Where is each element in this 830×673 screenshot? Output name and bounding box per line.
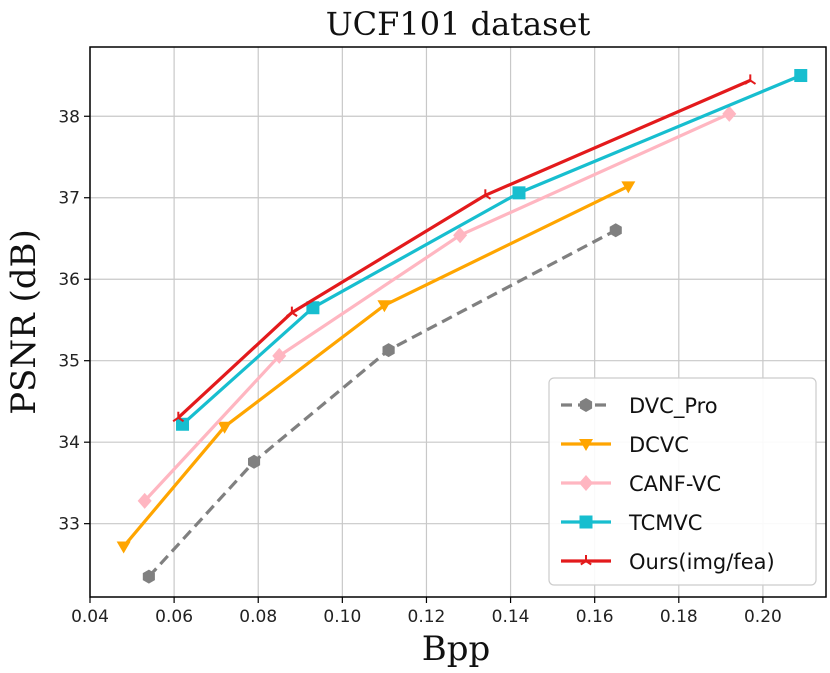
legend: DVC_Pro DCVC CANF-VC TCMVC Ours(img/fea) (548, 377, 817, 586)
legend-item: TCMVC (561, 511, 702, 535)
data-point (377, 300, 392, 313)
legend-label: Ours(img/fea) (629, 550, 775, 574)
data-point (306, 301, 320, 315)
data-point (744, 74, 757, 85)
data-point (621, 181, 636, 194)
data-point (479, 189, 492, 200)
x-tick-label: 0.04 (71, 607, 109, 627)
x-tick-label: 0.12 (408, 607, 446, 627)
data-point (176, 417, 190, 431)
legend-marker (579, 398, 593, 412)
series-line (143, 112, 730, 502)
y-tick-label: 38 (58, 107, 80, 127)
series-4 (172, 74, 757, 423)
series-line (177, 78, 751, 419)
data-point (382, 343, 395, 358)
series-line (122, 184, 630, 548)
legend-label: CANF-VC (629, 472, 721, 496)
y-tick-label: 35 (58, 352, 80, 372)
data-point (453, 227, 468, 244)
x-tick-label: 0.08 (239, 607, 277, 627)
x-tick-label: 0.18 (660, 607, 698, 627)
data-point (137, 492, 152, 509)
legend-item: Ours(img/fea) (561, 550, 775, 574)
legend-marker (579, 475, 593, 491)
data-point (142, 569, 155, 584)
data-point (272, 347, 287, 364)
ticks: 0.04 0.06 0.08 0.10 0.12 0.14 0.16 0.18 0.20 33 34… (58, 107, 781, 627)
y-tick-label: 37 (58, 189, 80, 209)
y-tick-label: 36 (58, 270, 80, 290)
legend-marker (579, 515, 593, 529)
x-axis-title: Bpp (422, 629, 491, 669)
data-point (286, 306, 298, 317)
x-tick-label: 0.16 (576, 607, 614, 627)
legend-box (548, 377, 817, 586)
data-point (722, 105, 737, 122)
series-line (181, 74, 802, 426)
y-tick-label: 34 (58, 433, 80, 453)
series-line (147, 228, 617, 578)
legend-label: TCMVC (628, 511, 702, 535)
x-tick-label: 0.20 (744, 607, 782, 627)
legend-item: DVC_Pro (561, 394, 718, 419)
legend-label: DCVC (629, 433, 689, 457)
x-tick-label: 0.10 (323, 607, 361, 627)
y-axis-title: PSNR (dB) (4, 229, 44, 415)
series-1 (116, 181, 636, 554)
legend-label: DVC_Pro (629, 394, 718, 419)
chart-title: UCF101 dataset (326, 5, 591, 43)
x-tick-label: 0.06 (155, 607, 193, 627)
legend-marker (579, 439, 593, 451)
legend-marker (580, 555, 592, 566)
legend-item: CANF-VC (561, 472, 721, 496)
data-point (794, 69, 808, 83)
y-tick-label: 33 (58, 515, 80, 535)
series-0 (142, 223, 622, 584)
data-point (116, 541, 131, 554)
series-2 (137, 105, 737, 509)
legend-item: DCVC (561, 433, 689, 457)
x-tick-label: 0.14 (492, 607, 530, 627)
data-point (248, 454, 261, 469)
series-layer (116, 69, 808, 584)
data-point (609, 223, 622, 238)
plot-frame (89, 46, 827, 598)
series-3 (176, 69, 808, 431)
data-point (217, 421, 232, 434)
data-point (512, 186, 526, 200)
data-point (172, 411, 185, 423)
